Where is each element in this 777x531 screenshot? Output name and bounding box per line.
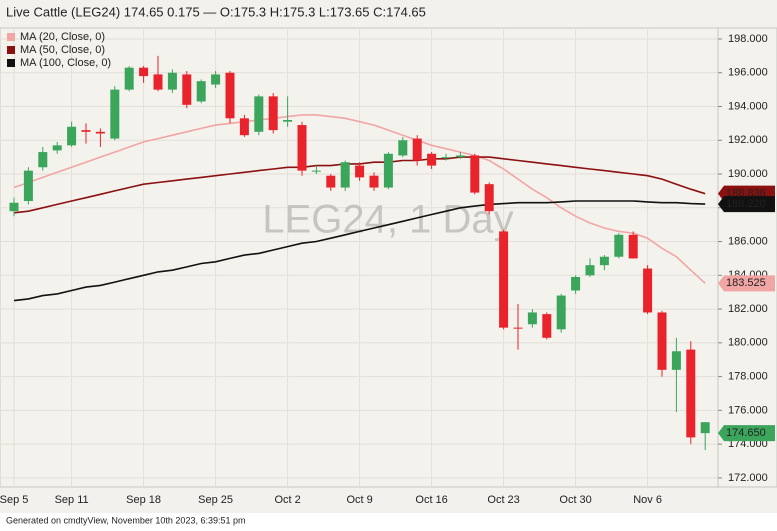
candle-body [38, 152, 48, 168]
candle-body [297, 125, 307, 171]
candle-body [571, 276, 581, 291]
candle-body [167, 72, 177, 90]
candle-body [599, 256, 609, 266]
candle-body [340, 162, 350, 188]
candle-body [556, 295, 566, 330]
candle-body [239, 118, 249, 136]
x-tick-label: Oct 9 [346, 494, 372, 506]
ma-line [13, 200, 706, 302]
price-tag [718, 275, 775, 292]
candle-body [542, 314, 552, 338]
x-tick-label: Oct 16 [415, 494, 447, 506]
candle-body [628, 234, 638, 259]
x-tick-label: Nov 6 [633, 494, 662, 506]
candle-body [9, 202, 19, 212]
candle-body [427, 153, 437, 166]
y-tick-label: 190.000 [728, 168, 768, 180]
y-tick-label: 172.000 [728, 472, 768, 484]
legend-swatch [7, 33, 15, 41]
y-tick-label: 198.000 [728, 33, 768, 45]
candle-body [585, 265, 595, 276]
legend-label: MA (100, Close, 0) [20, 57, 111, 69]
candle-body [311, 170, 321, 172]
legend: MA (20, Close, 0)MA (50, Close, 0)MA (10… [7, 31, 111, 69]
candle-body [369, 175, 379, 188]
candle-body [52, 145, 62, 151]
y-tick-label: 194.000 [728, 100, 768, 112]
candle-body [412, 138, 422, 161]
price-tag-label: 174.650 [726, 427, 766, 439]
candle-body [182, 74, 192, 105]
x-tick-label: Sep 5 [0, 494, 28, 506]
x-tick-label: Oct 30 [559, 494, 591, 506]
x-tick-label: Oct 2 [274, 494, 300, 506]
candle-body [81, 130, 91, 132]
candle-body [484, 184, 494, 212]
candle-body [398, 140, 408, 156]
price-tag [718, 196, 775, 213]
axes: 172.000174.000176.000178.000180.000182.0… [0, 33, 775, 506]
y-tick-label: 192.000 [728, 134, 768, 146]
legend-label: MA (50, Close, 0) [20, 44, 105, 56]
legend-label: MA (20, Close, 0) [20, 31, 105, 43]
candle-body [124, 67, 134, 90]
candle-body [225, 72, 235, 119]
candle-body [700, 422, 710, 434]
y-tick-label: 182.000 [728, 303, 768, 315]
price-tag-label: 183.525 [726, 277, 766, 289]
candle-body [383, 153, 393, 188]
candle-body [254, 96, 264, 132]
x-tick-label: Sep 25 [198, 494, 233, 506]
candle-body [196, 81, 206, 102]
price-tag-label: 188.220 [726, 198, 766, 210]
y-tick-label: 196.000 [728, 67, 768, 79]
plot-area [0, 27, 719, 488]
candle-body [527, 312, 537, 325]
candle-body [67, 126, 77, 146]
candle-body [686, 349, 696, 438]
candle-body [441, 157, 451, 159]
watermark: LEG24, 1 Day [262, 198, 513, 242]
footer-bar [0, 513, 777, 531]
candle-body [355, 165, 365, 178]
candle-body [499, 231, 509, 328]
chart-title: Live Cattle (LEG24) 174.65 0.175 — O:175… [6, 4, 426, 19]
footer: Generated on cmdtyView, November 10th 20… [6, 515, 245, 525]
candle-body [268, 96, 278, 131]
candle-body [95, 131, 105, 134]
x-tick-label: Oct 23 [487, 494, 519, 506]
y-tick-label: 180.000 [728, 337, 768, 349]
candle-body [283, 120, 293, 122]
legend-swatch [7, 59, 15, 67]
candle-body [643, 268, 653, 313]
candle-body [470, 155, 480, 193]
y-axis-panel [717, 27, 777, 488]
y-tick-label: 178.000 [728, 371, 768, 383]
y-tick-label: 186.000 [728, 235, 768, 247]
candle-body [211, 74, 221, 85]
candle-body [153, 74, 163, 90]
candles [9, 55, 710, 451]
x-tick-label: Sep 11 [55, 494, 89, 506]
candle-body [139, 67, 149, 77]
ma-line [13, 114, 706, 284]
candle-body [657, 312, 667, 370]
legend-swatch [7, 46, 15, 54]
x-tick-label: Sep 18 [126, 494, 161, 506]
candle-body [513, 327, 523, 329]
candle-body [671, 351, 681, 370]
price-tag [718, 425, 775, 442]
candle-body [23, 170, 33, 202]
candle-body [455, 155, 465, 158]
candle-body [110, 89, 120, 139]
candle-body [614, 234, 624, 257]
candle-body [326, 175, 336, 188]
y-tick-label: 176.000 [728, 404, 768, 416]
